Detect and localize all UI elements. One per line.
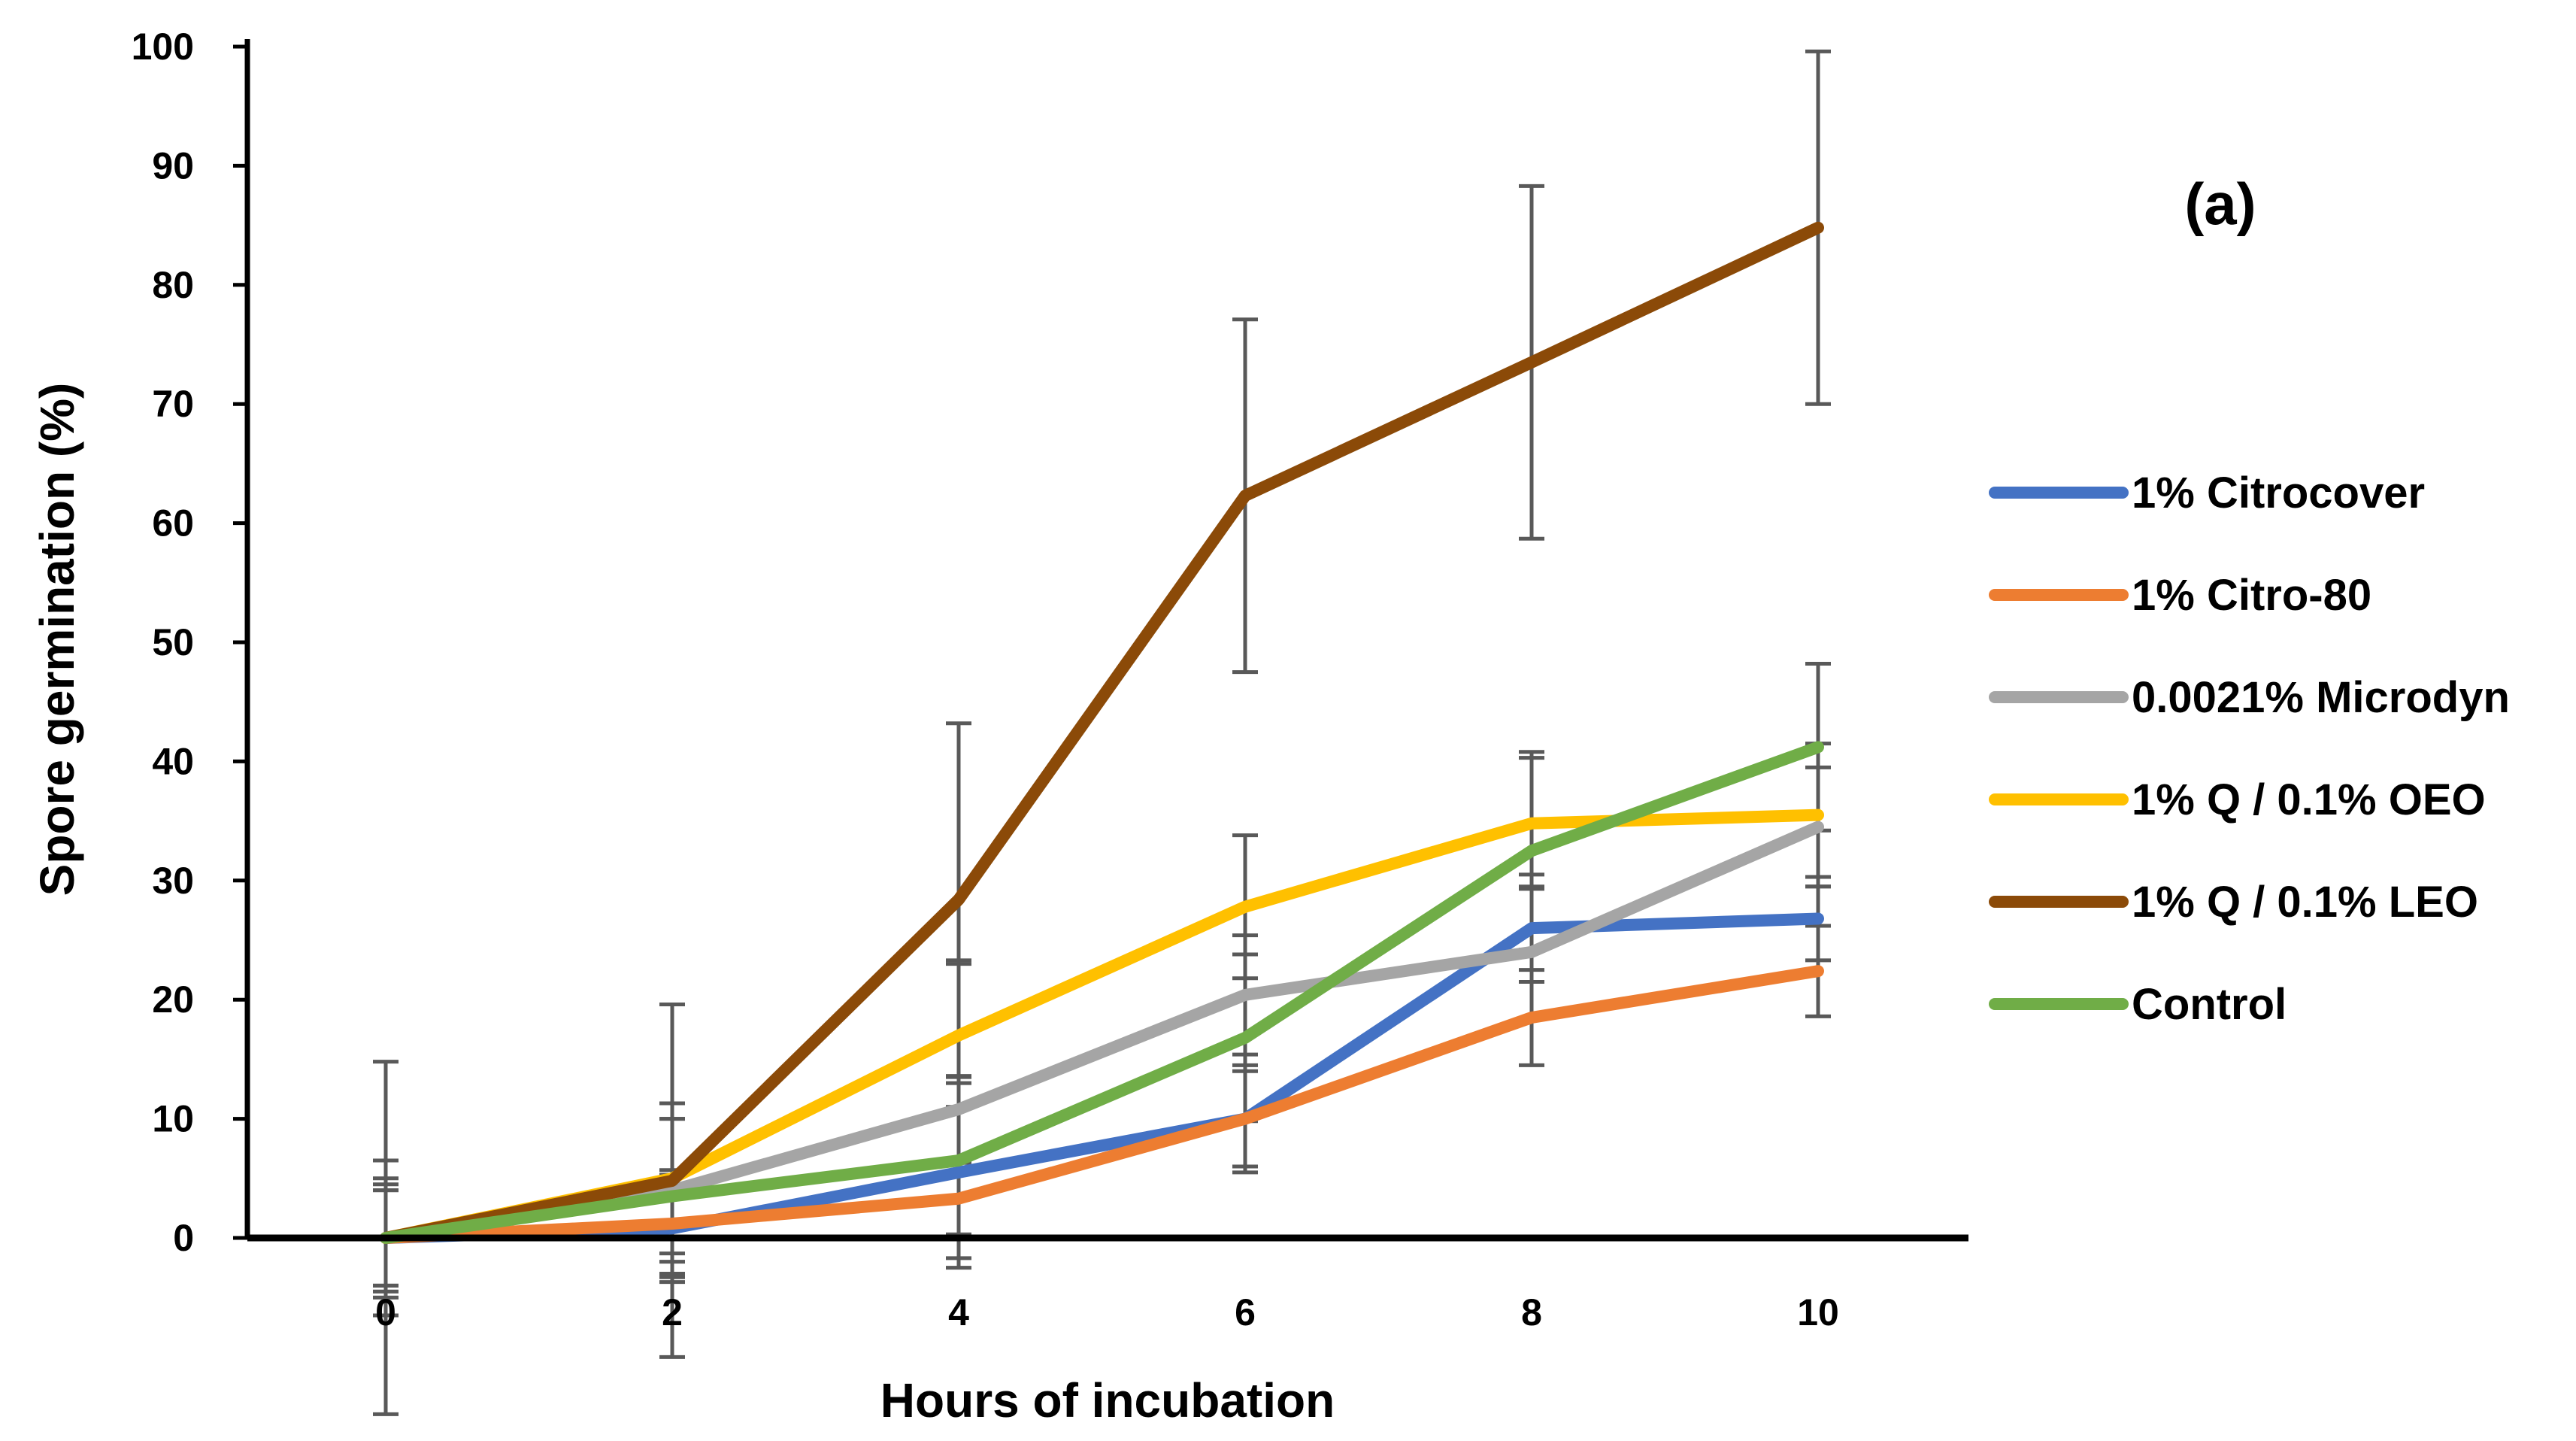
y-tick-label: 50 <box>152 621 194 663</box>
x-tick-label: 4 <box>948 1291 969 1333</box>
y-tick-label: 80 <box>152 264 194 306</box>
series-line <box>380 965 1824 1244</box>
x-tick-label: 10 <box>1797 1291 1839 1333</box>
x-tick-label: 8 <box>1521 1291 1542 1333</box>
legend: 1% Citrocover 1% Citro-80 0.0021% Microdyn… <box>1989 469 2510 1029</box>
y-axis-title: Spore germination (%) <box>30 383 84 896</box>
y-tick-label: 70 <box>152 383 194 425</box>
panel-label: (a) <box>2184 171 2256 237</box>
series-line <box>380 821 1824 1244</box>
legend-label: 0.0021% Microdyn <box>2132 673 2510 722</box>
legend-label: 1% Citrocover <box>2132 469 2425 517</box>
x-tick-label: 0 <box>375 1291 396 1333</box>
legend-label: 1% Q / 0.1% OEO <box>2132 775 2486 824</box>
y-tick-label: 30 <box>152 860 194 902</box>
series-line <box>380 741 1824 1244</box>
x-tick-label: 6 <box>1235 1291 1256 1333</box>
y-tick-label: 10 <box>152 1098 194 1140</box>
legend-label: Control <box>2132 980 2287 1029</box>
series-line <box>380 808 1824 1244</box>
series-lines <box>380 221 1824 1244</box>
x-ticks: 0 2 4 6 8 10 <box>375 1291 1839 1333</box>
y-tick-label: 0 <box>173 1217 194 1259</box>
y-tick-label: 60 <box>152 502 194 545</box>
x-axis-title: Hours of incubation <box>880 1373 1335 1427</box>
x-tick-label: 2 <box>662 1291 683 1333</box>
legend-label: 1% Q / 0.1% LEO <box>2132 878 2478 927</box>
y-tick-label: 90 <box>152 144 194 187</box>
y-tick-label: 20 <box>152 978 194 1021</box>
y-tick-label: 40 <box>152 740 194 782</box>
legend-label: 1% Citro-80 <box>2132 571 2371 620</box>
y-tick-label: 100 <box>132 26 194 68</box>
series-line <box>380 221 1824 1244</box>
y-ticks: 0 10 20 30 40 50 60 70 80 90 100 <box>132 26 247 1259</box>
